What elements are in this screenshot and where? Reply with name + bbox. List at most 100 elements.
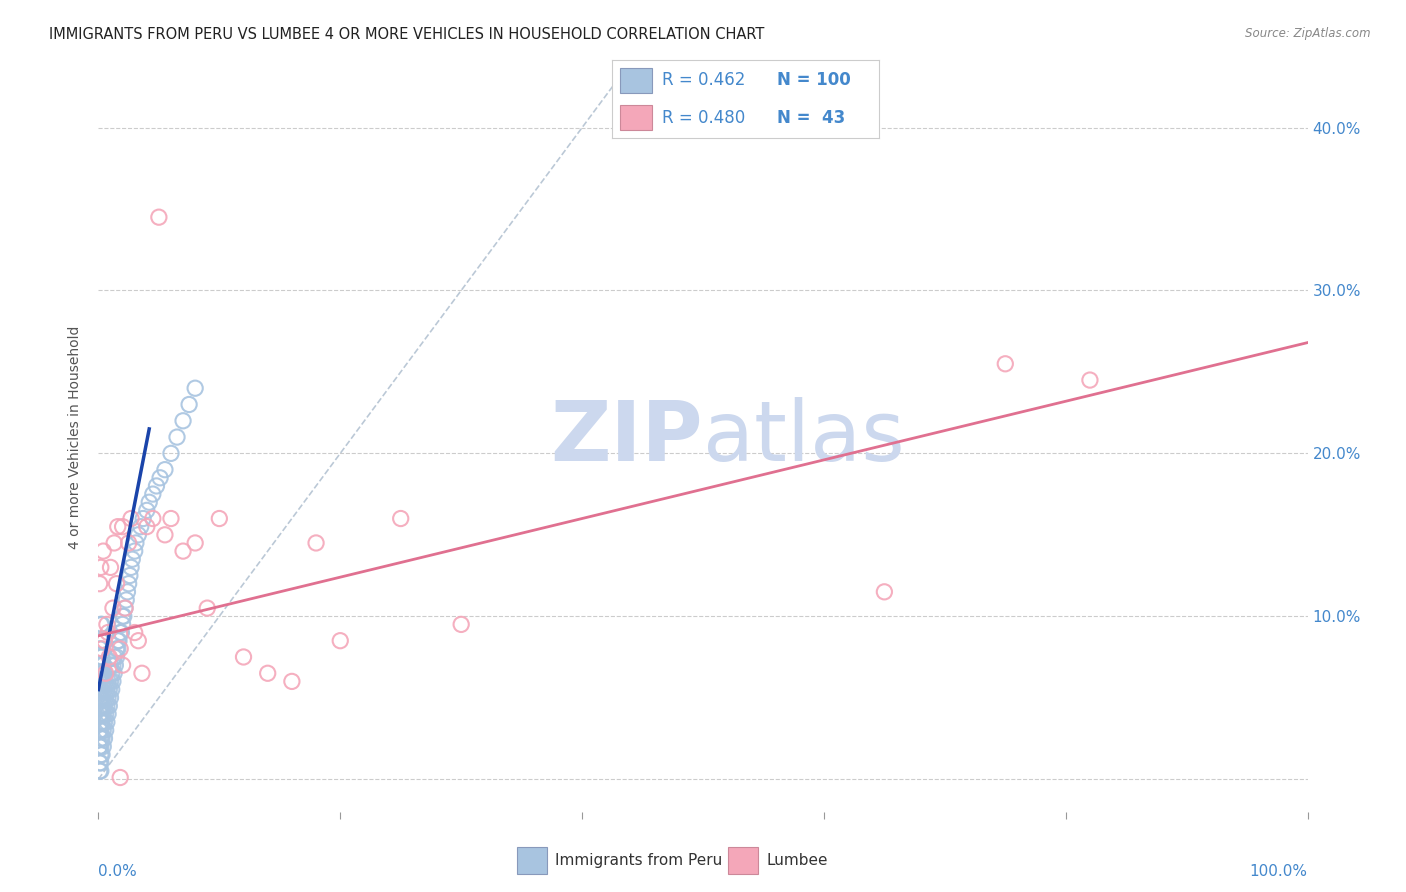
Point xyxy=(98,682,121,697)
Point xyxy=(91,544,114,558)
Point xyxy=(97,706,120,721)
Point xyxy=(89,739,111,754)
Point xyxy=(94,706,117,721)
Point xyxy=(1078,373,1101,387)
Point xyxy=(450,617,472,632)
Point xyxy=(135,519,157,533)
Point xyxy=(91,698,114,713)
Point xyxy=(100,682,122,697)
Text: R = 0.480: R = 0.480 xyxy=(662,109,745,127)
Point xyxy=(90,723,112,738)
Text: N =  43: N = 43 xyxy=(778,109,845,127)
Point xyxy=(96,715,118,730)
Y-axis label: 4 or more Vehicles in Household: 4 or more Vehicles in Household xyxy=(69,326,83,549)
Point xyxy=(101,674,124,689)
Text: atlas: atlas xyxy=(703,397,904,477)
Point xyxy=(91,690,114,705)
Point xyxy=(994,357,1017,371)
Text: ZIP: ZIP xyxy=(551,397,703,477)
Point xyxy=(120,560,142,574)
Point xyxy=(111,617,134,632)
Point xyxy=(89,576,111,591)
Point xyxy=(105,641,128,656)
Text: 0.0%: 0.0% xyxy=(98,864,138,880)
Point xyxy=(89,658,111,673)
Point xyxy=(114,601,136,615)
Point xyxy=(91,666,114,681)
Point xyxy=(93,731,115,746)
Point xyxy=(94,723,117,738)
Point xyxy=(108,641,131,656)
Text: IMMIGRANTS FROM PERU VS LUMBEE 4 OR MORE VEHICLES IN HOUSEHOLD CORRELATION CHART: IMMIGRANTS FROM PERU VS LUMBEE 4 OR MORE… xyxy=(49,27,765,42)
Point xyxy=(124,625,146,640)
Point xyxy=(97,674,120,689)
Point xyxy=(94,690,117,705)
Point xyxy=(153,463,176,477)
Point xyxy=(96,682,118,697)
Point xyxy=(208,511,231,525)
Point xyxy=(103,666,125,681)
Text: Source: ZipAtlas.com: Source: ZipAtlas.com xyxy=(1246,27,1371,40)
Text: Lumbee: Lumbee xyxy=(766,854,828,868)
Point xyxy=(256,666,278,681)
Point xyxy=(111,658,134,673)
Point xyxy=(149,471,172,485)
Point xyxy=(111,519,134,533)
Point xyxy=(166,430,188,444)
Point xyxy=(97,625,120,640)
Point xyxy=(94,674,117,689)
Point xyxy=(112,609,135,624)
Point xyxy=(89,739,111,754)
Point xyxy=(107,633,129,648)
Point xyxy=(107,641,129,656)
Point xyxy=(232,650,254,665)
Point xyxy=(305,536,328,550)
Point xyxy=(100,674,122,689)
Point xyxy=(184,381,207,395)
Point xyxy=(89,690,111,705)
Bar xyxy=(728,847,758,874)
Point xyxy=(97,690,120,705)
Point xyxy=(142,487,165,501)
Text: R = 0.462: R = 0.462 xyxy=(662,71,745,89)
Point xyxy=(104,658,127,673)
Point xyxy=(329,633,352,648)
Point xyxy=(118,568,141,582)
Point xyxy=(118,576,141,591)
Bar xyxy=(620,68,651,93)
Point xyxy=(89,723,111,738)
Point xyxy=(160,446,183,460)
Point xyxy=(91,723,114,738)
Point xyxy=(108,771,131,785)
Point xyxy=(873,584,896,599)
Point xyxy=(118,536,141,550)
Point xyxy=(93,633,115,648)
Point xyxy=(91,633,114,648)
Point xyxy=(101,601,124,615)
Point xyxy=(93,666,115,681)
Point xyxy=(91,731,114,746)
Point xyxy=(142,511,165,525)
Point xyxy=(90,756,112,770)
Point xyxy=(101,658,124,673)
Bar xyxy=(517,847,547,874)
Point xyxy=(93,715,115,730)
Point xyxy=(91,715,114,730)
Point xyxy=(148,210,170,224)
Point xyxy=(121,552,143,566)
Point xyxy=(93,698,115,713)
Point xyxy=(90,731,112,746)
Point xyxy=(153,528,176,542)
Point xyxy=(90,560,112,574)
Point xyxy=(103,650,125,665)
Point xyxy=(90,698,112,713)
Point xyxy=(98,698,121,713)
Point xyxy=(100,690,122,705)
Point xyxy=(90,682,112,697)
Point xyxy=(90,706,112,721)
Point xyxy=(135,503,157,517)
Point xyxy=(90,690,112,705)
Point xyxy=(281,674,304,689)
Point xyxy=(107,519,129,533)
Point xyxy=(110,625,132,640)
